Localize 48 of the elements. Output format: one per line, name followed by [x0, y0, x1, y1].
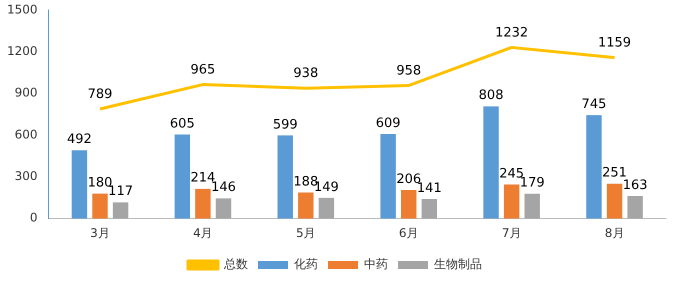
y-tick-label: 600	[14, 127, 38, 142]
bar	[278, 135, 293, 219]
bar	[483, 106, 499, 219]
bar	[606, 184, 622, 219]
data-label: 789	[88, 86, 112, 102]
bar	[72, 150, 88, 219]
bar	[298, 192, 314, 219]
data-label: 609	[376, 116, 401, 131]
y-tick-label: 1500	[6, 2, 38, 16]
x-tick-label: 3月	[90, 226, 110, 240]
bar	[216, 198, 232, 219]
x-tick-label: 6月	[398, 226, 419, 240]
legend-label: 生物制品	[434, 257, 482, 272]
data-label: 808	[478, 88, 504, 104]
x-tick-label: 8月	[604, 226, 624, 240]
bar	[627, 196, 643, 219]
legend-label: 总数	[223, 257, 248, 272]
data-label: 599	[272, 117, 298, 132]
bar	[586, 115, 602, 219]
bar	[524, 194, 540, 219]
bar	[318, 198, 334, 219]
y-tick-label: 0	[30, 210, 38, 225]
bar	[174, 134, 190, 219]
data-label: 492	[67, 132, 92, 148]
bar	[112, 202, 128, 219]
x-tick-label: 7月	[502, 226, 522, 240]
data-label: 965	[190, 62, 216, 78]
data-label: 745	[582, 96, 606, 112]
data-label: 180	[88, 175, 112, 190]
data-label: 146	[211, 180, 236, 196]
data-label: 1159	[598, 35, 632, 50]
legend-label: 中药	[364, 257, 388, 272]
bar	[422, 199, 438, 219]
bar	[504, 184, 520, 219]
bar	[380, 134, 396, 219]
bar	[195, 188, 211, 219]
data-label: 958	[396, 63, 422, 78]
bar	[92, 194, 108, 219]
data-label: 938	[293, 66, 318, 82]
y-tick-label: 300	[14, 169, 38, 184]
legend-label: 化药	[294, 257, 318, 272]
x-tick-label: 4月	[193, 226, 213, 240]
data-label: 605	[170, 116, 195, 132]
x-tick-label: 5月	[296, 226, 316, 240]
y-tick-label: 1200	[6, 44, 38, 58]
y-tick-label: 900	[14, 86, 38, 100]
bar	[401, 190, 416, 219]
data-label: 1232	[495, 25, 528, 40]
